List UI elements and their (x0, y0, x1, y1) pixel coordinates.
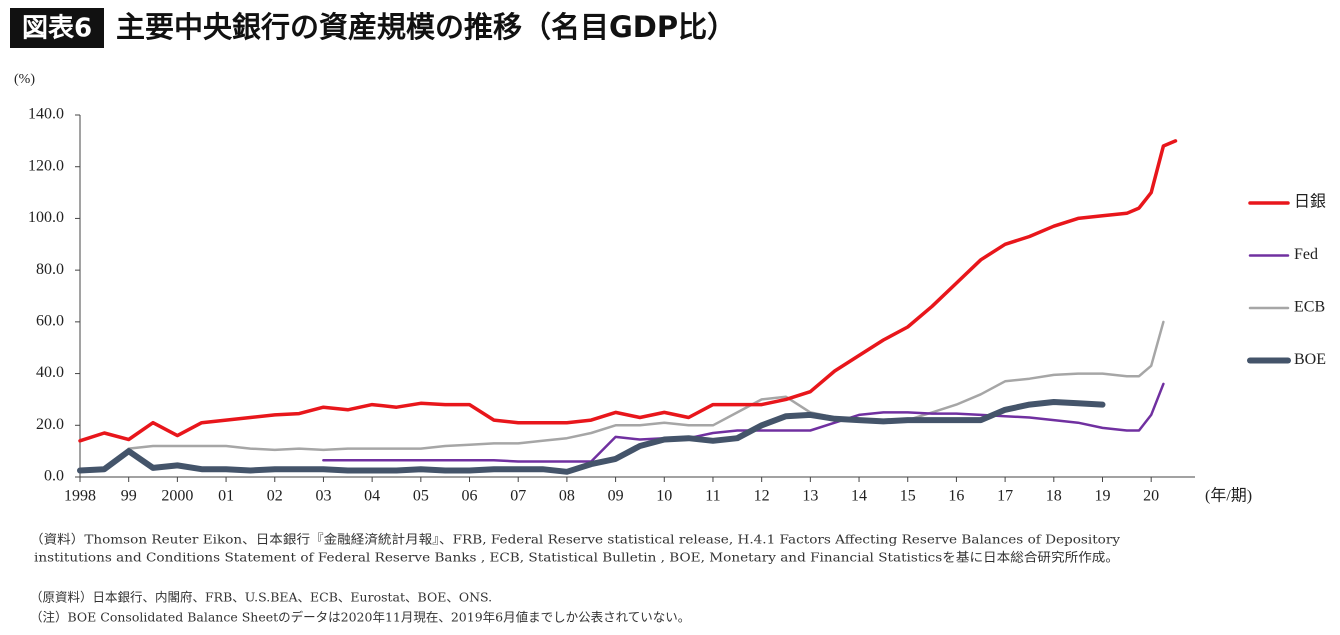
x-tick-label: 05 (413, 488, 429, 505)
x-tick-label: 11 (705, 488, 720, 505)
x-tick-label: 02 (267, 488, 283, 505)
x-unit: (年/期) (1205, 487, 1252, 505)
y-tick-label: 120.0 (28, 157, 64, 174)
x-tick-label: 2000 (161, 488, 193, 505)
y-tick-label: 20.0 (36, 416, 64, 433)
legend-label: Fed (1294, 246, 1318, 263)
x-tick-label: 08 (559, 488, 575, 505)
x-tick-label: 03 (315, 488, 331, 505)
legend-label: ECB (1294, 299, 1325, 316)
y-tick-label: 60.0 (36, 313, 64, 330)
note: institutions and Conditions Statement of… (34, 550, 1119, 565)
x-tick-label: 13 (802, 488, 818, 505)
series-line (78, 139, 1178, 443)
x-tick-label: 1998 (64, 488, 96, 505)
y-tick-label: 0.0 (44, 468, 64, 485)
y-tick-label: 40.0 (36, 364, 64, 381)
y-tick-label: 140.0 (28, 106, 64, 123)
series-line (77, 399, 1106, 475)
x-tick-label: 20 (1143, 488, 1159, 505)
badge: 図表6 (22, 14, 92, 44)
x-tick-label: 10 (656, 488, 672, 505)
y-unit: (%) (14, 72, 35, 87)
legend-label: 日銀 (1294, 193, 1326, 211)
y-tick-label: 100.0 (28, 209, 64, 226)
x-tick-label: 06 (462, 488, 478, 505)
note: （原資料）日本銀行、内閣府、FRB、U.S.BEA、ECB、Eurostat、B… (30, 590, 492, 605)
y-tick-label: 80.0 (36, 261, 64, 278)
x-tick-label: 15 (900, 488, 916, 505)
x-tick-label: 12 (754, 488, 770, 505)
note: （資料）Thomson Reuter Eikon、日本銀行『金融経済統計月報』、… (30, 532, 1121, 547)
x-tick-label: 09 (608, 488, 624, 505)
badge-bg (10, 8, 104, 48)
legend-label: BOE (1294, 351, 1326, 368)
x-tick-label: 17 (997, 488, 1013, 505)
series-line (127, 320, 1165, 452)
x-tick-label: 16 (948, 488, 964, 505)
x-tick-label: 01 (218, 488, 234, 505)
x-tick-label: 18 (1046, 488, 1062, 505)
x-tick-label: 04 (364, 488, 380, 505)
x-tick-label: 99 (121, 488, 137, 505)
x-tick-label: 14 (851, 488, 867, 505)
note: （注）BOE Consolidated Balance Sheetのデータは20… (30, 610, 690, 625)
x-tick-label: 19 (1094, 488, 1110, 505)
series-line (322, 382, 1165, 463)
x-tick-label: 07 (510, 488, 526, 505)
chart-title: 主要中央銀行の資産規模の推移（名目GDP比） (116, 10, 736, 44)
